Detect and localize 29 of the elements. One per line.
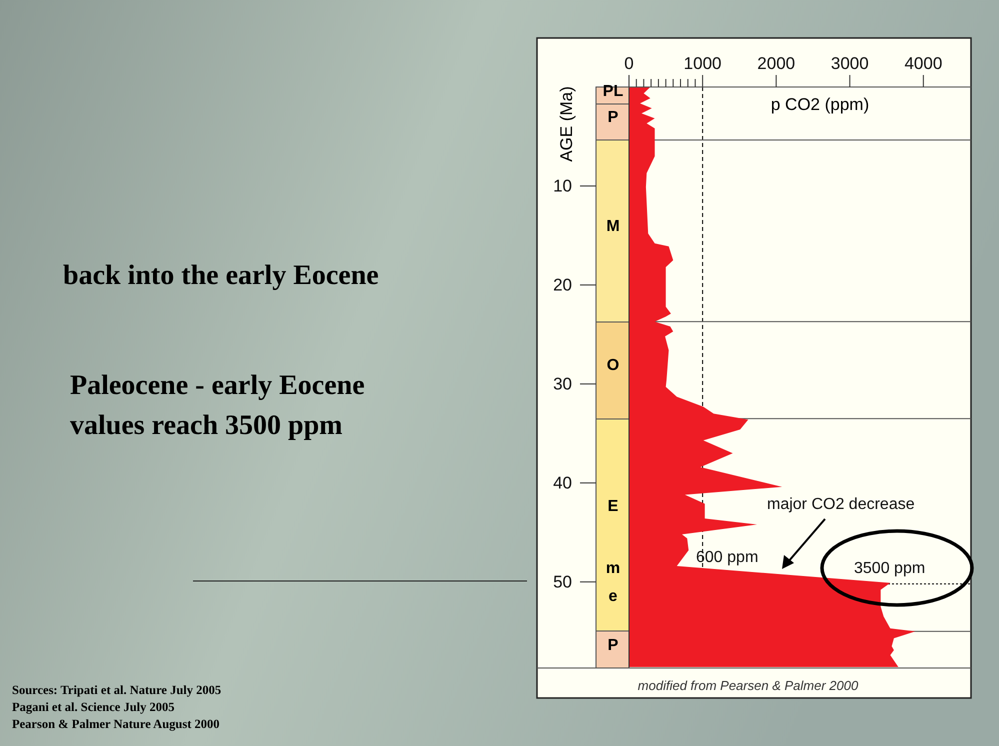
text: PL: [602, 83, 624, 100]
x-axis-title: p CO2 (ppm): [770, 95, 870, 114]
x-tick-label: 0: [624, 54, 634, 73]
text: P: [608, 637, 619, 654]
y-tick-label: 30: [553, 374, 572, 394]
text: m: [606, 560, 620, 577]
text: E: [608, 498, 619, 515]
source-note: Sources: Tripati et al. Nature July 2005: [12, 683, 222, 697]
y-axis-title: AGE (Ma): [557, 86, 576, 162]
x-tick-label: 1000: [684, 54, 722, 73]
text: Paleocene - early Eocene values reach 3500 ppm: [70, 370, 365, 441]
y-tick-label: 10: [553, 176, 572, 196]
text: O: [606, 357, 620, 374]
text: e: [608, 588, 618, 605]
x-tick-label: 3000: [830, 54, 869, 73]
x-tick-label: 2000: [757, 54, 796, 73]
y-tick-label: 20: [553, 275, 572, 294]
text: modified from Pearsen & Palmer 2000: [638, 678, 859, 693]
x-tick-label: 4000: [904, 54, 942, 73]
annotation: 3500 ppm: [854, 560, 926, 577]
text: Pearson & Palmer Nature August 2000: [12, 717, 220, 731]
annotation: 600 ppm: [696, 549, 758, 566]
text: Pagani et al. Science July 2005: [12, 700, 174, 714]
text: P: [608, 109, 619, 126]
y-tick-label: 40: [553, 473, 572, 492]
text: back into the early Eocene: [63, 260, 379, 291]
annotation: major CO2 decrease: [767, 496, 915, 513]
text: M: [606, 218, 620, 235]
y-tick-label: 50: [553, 572, 572, 592]
